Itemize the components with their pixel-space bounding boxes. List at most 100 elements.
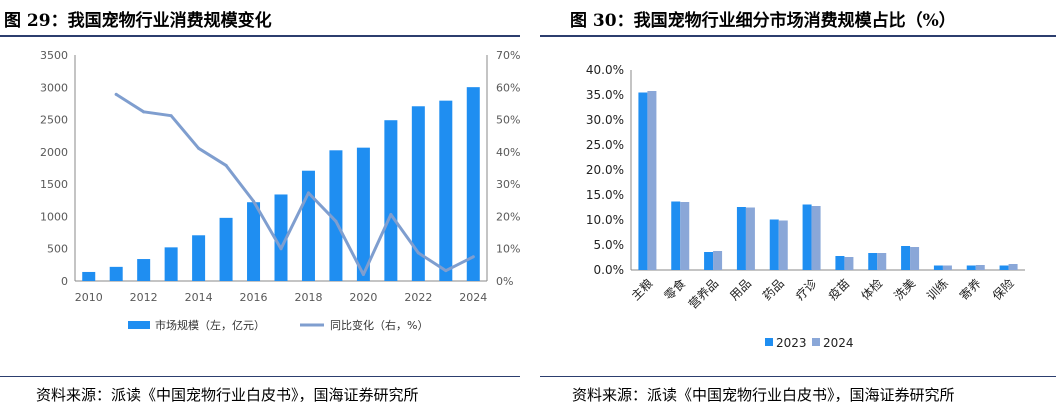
category-label: 体检 — [858, 276, 886, 304]
left-title-rule — [0, 35, 520, 37]
bar-2024-训练 — [942, 265, 952, 270]
size-bar-2013 — [164, 247, 178, 281]
left-figure-title: 图 29：我国宠物行业消费规模变化 — [4, 11, 272, 31]
right-chart-svg: 0.0% 5.0% 10.0% 15.0% 20.0% 25.0% 30.0% 35.0% 40… — [586, 63, 1025, 350]
yoy-point-2024 — [471, 255, 475, 259]
bar-2023-寄养 — [966, 265, 976, 270]
left-y-tick-label: 2000 — [40, 146, 68, 159]
bar-2023-疫苗 — [835, 256, 845, 270]
category-label: 营养品 — [685, 276, 721, 312]
yoy-point-2013 — [169, 114, 173, 118]
yoy-point-2023 — [444, 269, 448, 273]
left-y-tick-label: 500 — [47, 243, 68, 256]
category-label: 洗美 — [891, 276, 918, 303]
right-y-tick-label: 40% — [496, 146, 520, 159]
size-bar-2023 — [439, 100, 453, 281]
x-tick-label: 2010 — [75, 291, 103, 304]
right-y-tick-label: 50% — [496, 114, 520, 127]
bar-2023-疗诊 — [802, 204, 812, 270]
y-tick-label: 30.0% — [586, 113, 624, 127]
right-y-tick-label: 60% — [496, 81, 520, 94]
right-y-tick-label: 30% — [496, 178, 520, 191]
size-bar-2017 — [274, 194, 288, 281]
category-label: 训练 — [923, 276, 951, 304]
left-source-note: 资料来源：派读《中国宠物行业白皮书》，国海证券研究所 — [36, 386, 419, 404]
size-bar-2016 — [247, 202, 261, 281]
bar-2023-营养品 — [704, 252, 714, 270]
bar-2024-主粮 — [647, 91, 657, 270]
left-y-tick-label: 1500 — [40, 178, 68, 191]
bar-2023-保险 — [999, 265, 1009, 270]
category-label: 疗诊 — [793, 276, 820, 303]
size-bar-2019 — [329, 150, 343, 281]
left-chart-svg: 0 500 1000 1500 2000 2500 3000 3500 0% 10% 20% 30% 4… — [40, 49, 520, 332]
bar-2023-体检 — [868, 253, 878, 270]
left-y-tick-label: 1000 — [40, 210, 68, 223]
left-y-tick-label: 3000 — [40, 81, 68, 94]
y-tick-label: 5.0% — [594, 238, 625, 252]
size-bar-2011 — [109, 266, 123, 281]
legend-2023-swatch — [765, 338, 773, 346]
bar-2024-零食 — [680, 202, 690, 270]
category-label: 疫苗 — [825, 276, 853, 304]
bar-2024-营养品 — [713, 251, 723, 270]
yoy-change-line — [114, 92, 475, 277]
x-tick-label: 2020 — [349, 291, 377, 304]
bar-2024-体检 — [877, 253, 887, 270]
bar-2023-药品 — [769, 219, 779, 270]
category-label: 零食 — [661, 276, 689, 304]
legend-bar-swatch — [128, 321, 150, 329]
x-tick-label: 2024 — [459, 291, 487, 304]
size-bar-2022 — [411, 106, 425, 281]
yoy-point-2020 — [361, 273, 365, 277]
x-tick-label: 2022 — [404, 291, 432, 304]
x-tick-label: 2016 — [240, 291, 268, 304]
left-y-tick-label: 0 — [61, 275, 68, 288]
size-bar-2024 — [466, 87, 480, 281]
size-bar-2021 — [384, 120, 398, 282]
size-bar-2020 — [356, 147, 370, 281]
left-y-tick-label: 3500 — [40, 49, 68, 62]
category-label: 寄养 — [956, 276, 984, 304]
yoy-point-2019 — [334, 219, 338, 223]
yoy-point-2014 — [197, 146, 201, 150]
legend-bar-label: 市场规模（左，亿元） — [155, 318, 265, 332]
yoy-point-2015 — [224, 163, 228, 167]
x-tick-label: 2014 — [185, 291, 213, 304]
bar-2023-训练 — [933, 265, 943, 270]
yoy-point-2011 — [114, 92, 118, 96]
bar-2024-药品 — [778, 220, 788, 270]
bar-2024-保险 — [1008, 264, 1018, 270]
left-panel: 图 29：我国宠物行业消费规模变化 0 500 1000 1500 2000 2500 30… — [0, 11, 520, 404]
x-tick-label: 2012 — [130, 291, 158, 304]
size-bar-2014 — [192, 235, 206, 281]
right-y-tick-label: 10% — [496, 243, 520, 256]
category-label: 主粮 — [628, 276, 656, 304]
yoy-point-2012 — [142, 110, 146, 114]
size-bar-2015 — [219, 217, 233, 281]
x-tick-label: 2018 — [294, 291, 322, 304]
bar-2024-洗美 — [910, 247, 920, 270]
yoy-point-2018 — [306, 191, 310, 195]
category-label: 用品 — [727, 276, 754, 303]
right-title-rule — [540, 35, 1056, 37]
y-tick-label: 15.0% — [586, 188, 624, 202]
y-tick-label: 20.0% — [586, 163, 624, 177]
bar-2024-疗诊 — [811, 206, 821, 270]
y-tick-label: 40.0% — [586, 63, 624, 77]
yoy-point-2022 — [416, 251, 420, 255]
y-tick-label: 0.0% — [594, 263, 625, 277]
yoy-point-2021 — [389, 212, 393, 216]
yoy-point-2016 — [252, 199, 256, 203]
left-y-tick-label: 2500 — [40, 114, 68, 127]
category-label: 药品 — [760, 276, 787, 303]
y-tick-label: 10.0% — [586, 213, 624, 227]
legend-line-label: 同比变化（右，%） — [330, 318, 428, 332]
right-source-note: 资料来源：派读《中国宠物行业白皮书》，国海证券研究所 — [572, 386, 955, 404]
y-tick-label: 25.0% — [586, 138, 624, 152]
right-source-rule — [540, 376, 1056, 377]
bar-2024-寄养 — [975, 265, 985, 270]
size-bar-2018 — [301, 170, 315, 281]
right-y-tick-label: 70% — [496, 49, 520, 62]
legend-2024-swatch — [812, 338, 820, 346]
